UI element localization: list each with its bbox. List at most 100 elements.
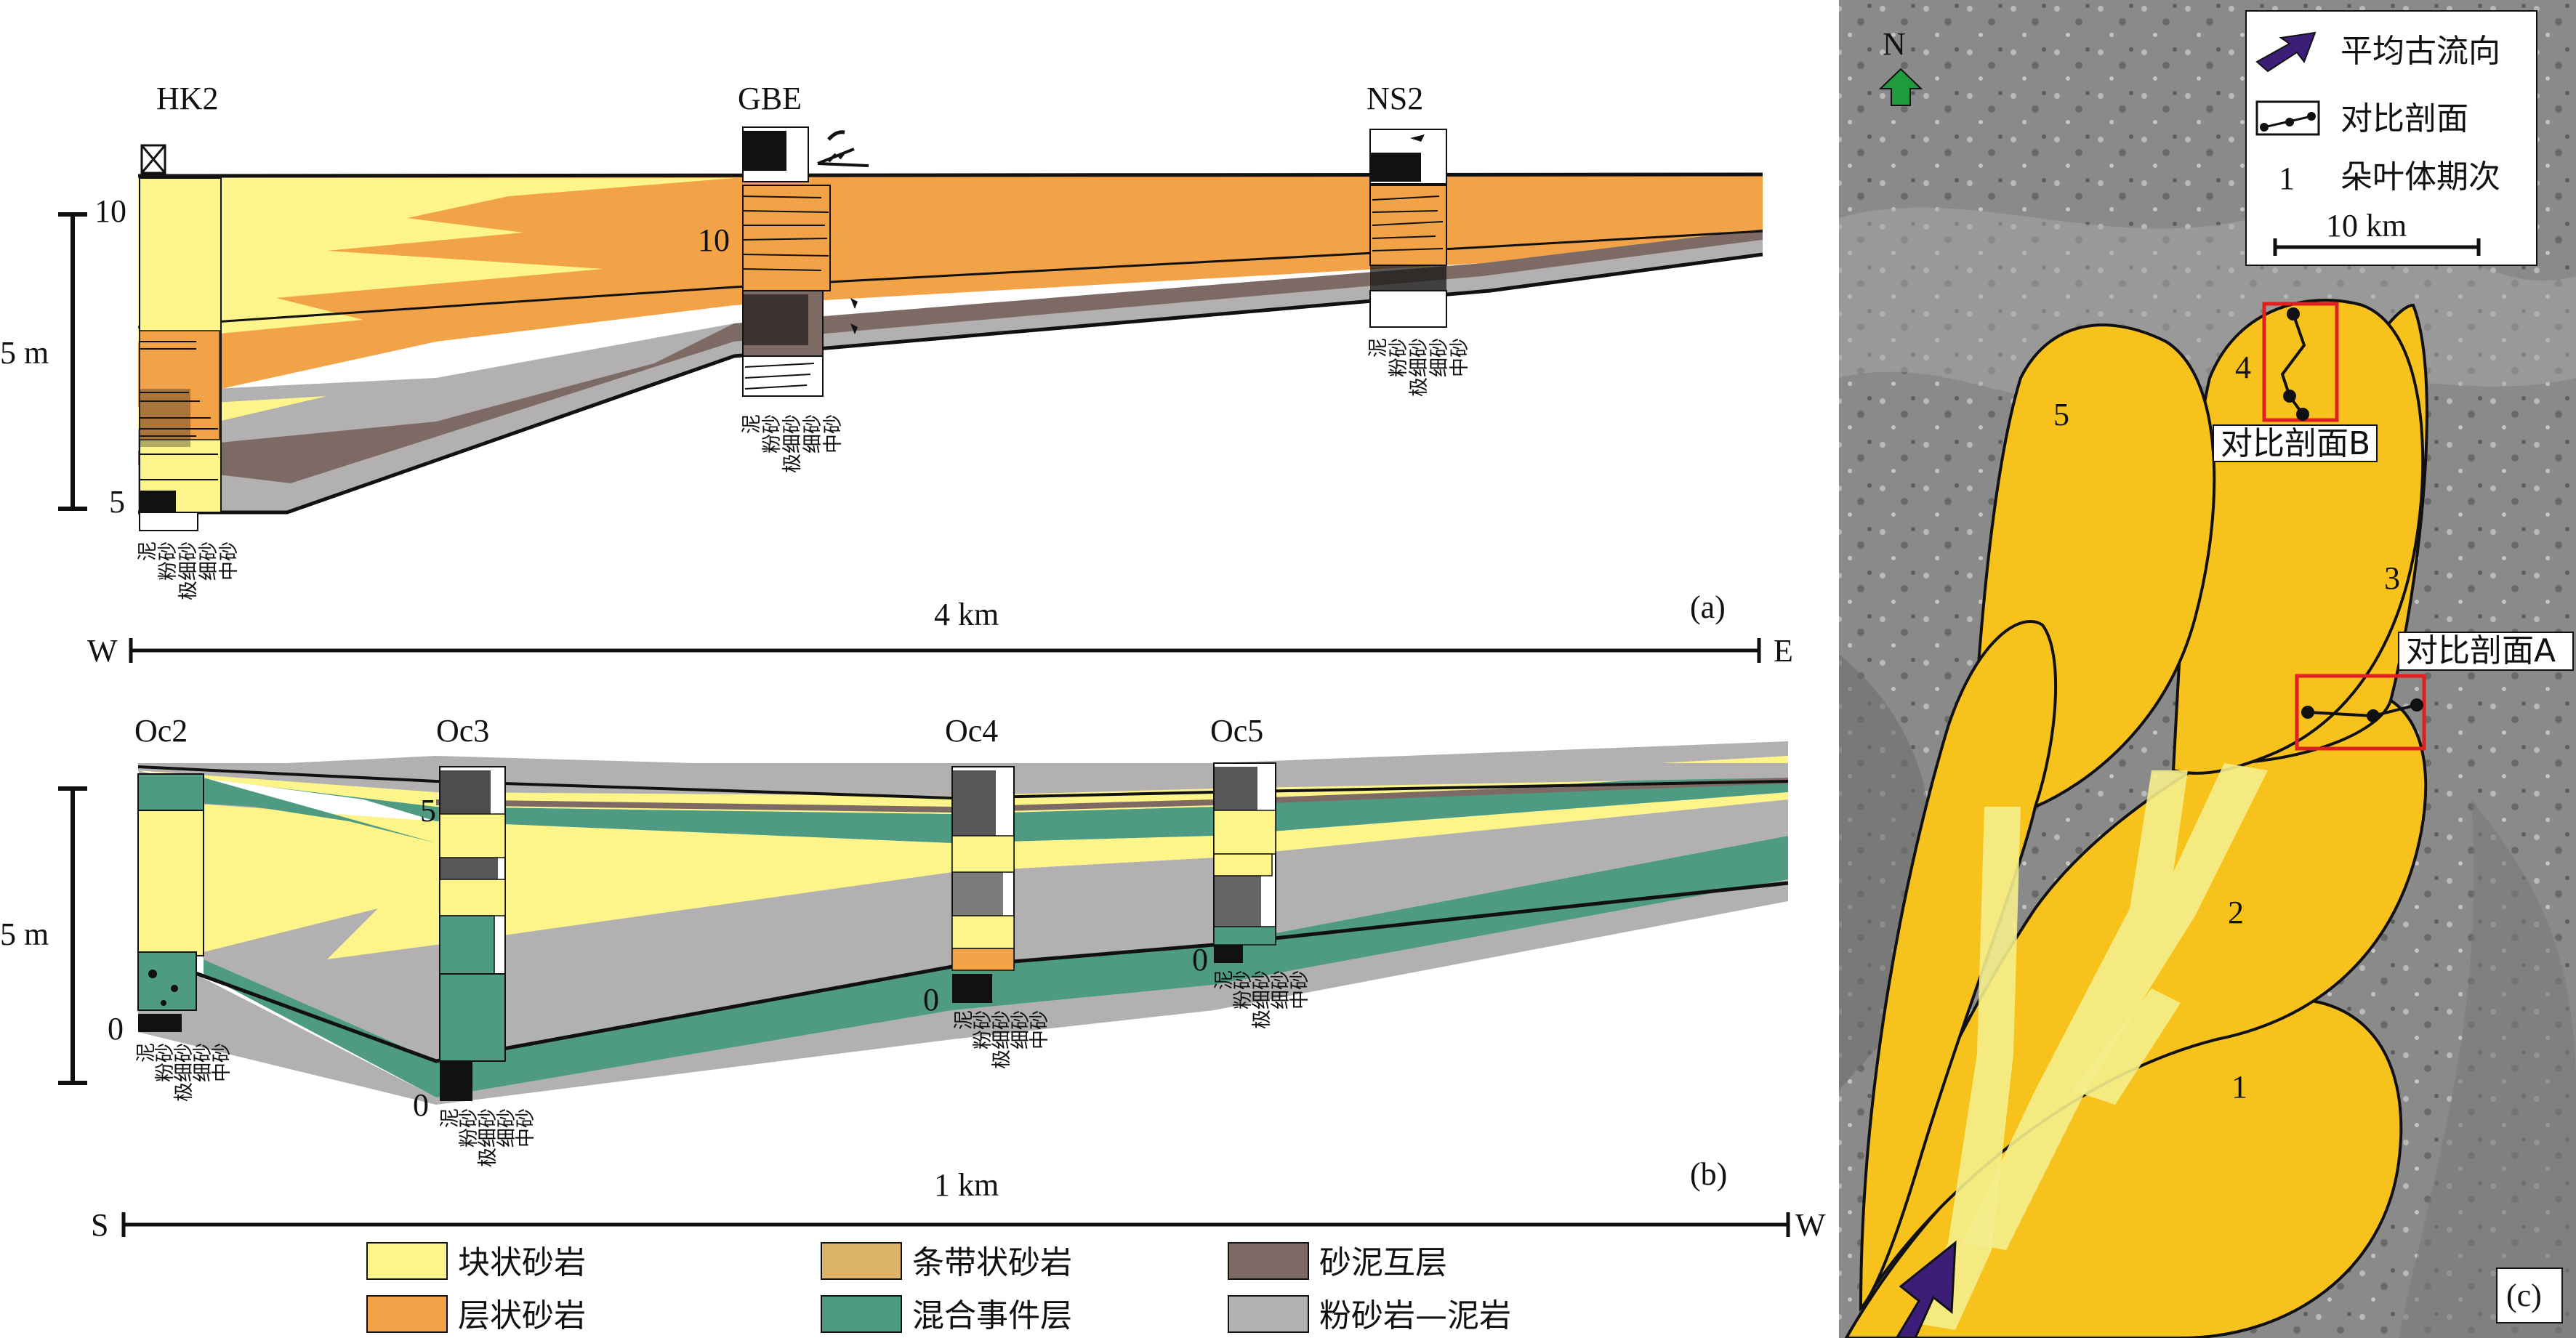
- depth-tick-a-10: 10: [94, 193, 126, 229]
- layer-a-silt-wedge: [138, 323, 734, 451]
- grain-vfine: 极细砂: [173, 1043, 195, 1102]
- legend-siltstone-mudstone: 粉砂岩—泥岩: [1228, 1295, 1511, 1334]
- well-log-ns2: [1369, 129, 1447, 328]
- well-name-hk2: HK2: [156, 81, 219, 116]
- layer-a-silt-base: [138, 240, 1763, 512]
- layer-b-mixed-oc2: [138, 778, 436, 843]
- well-name-oc2: Oc2: [134, 713, 188, 749]
- boundary-a-mid: [137, 230, 1763, 329]
- direction-w-b: W: [1795, 1207, 1826, 1243]
- lobe-label-1: 1: [2231, 1069, 2247, 1105]
- legend-label: 条带状砂岩: [912, 1244, 1072, 1281]
- grain-fine: 细砂: [802, 414, 824, 454]
- depth-tick-oc2-0: 0: [108, 1011, 124, 1047]
- feeder-channels: [1912, 763, 2268, 1330]
- grain-silt: 粉砂: [1388, 338, 1409, 377]
- grain-scale-oc4: 泥 粉砂 极细砂 细砂 中砂: [953, 1010, 1050, 1069]
- direction-s-b: S: [91, 1207, 108, 1243]
- panel-a-correlation-layers: [137, 172, 1763, 515]
- legend-massive-sandstone: 块状砂岩: [366, 1242, 586, 1281]
- grain-silt: 粉砂: [157, 541, 179, 581]
- grain-fine: 细砂: [1428, 338, 1450, 377]
- grain-mud: 泥: [1213, 970, 1235, 990]
- panel-a: 5 m 10 5 10 HK2 GBE NS2 泥 粉砂 极细砂 细砂 中砂 泥…: [0, 81, 1793, 669]
- section-a-label: 对比剖面A: [2406, 632, 2556, 669]
- grain-fine: 细砂: [192, 1043, 214, 1082]
- section-b-line: [2280, 313, 2306, 416]
- well-log-gbe: [742, 126, 869, 397]
- well-log-oc5: [1213, 762, 1276, 963]
- depth-tick-oc4-0: 0: [923, 982, 939, 1017]
- legend-label: 粉砂岩—泥岩: [1319, 1297, 1511, 1334]
- grain-mud: 泥: [135, 1043, 157, 1063]
- depth-tick-gbe-10: 10: [698, 222, 730, 258]
- layer-b-heterolithic-top: [436, 778, 1788, 813]
- grain-fine: 细砂: [1010, 1010, 1031, 1049]
- grain-mud: 泥: [137, 541, 158, 561]
- grain-medium: 中砂: [1029, 1010, 1050, 1049]
- legend-hybrid-event-bed: 混合事件层: [821, 1295, 1072, 1334]
- depth-tick-oc5-0: 0: [1192, 942, 1208, 978]
- vertical-scale-b: [58, 786, 87, 1085]
- north-arrow-icon: [1878, 68, 1923, 106]
- distance-label-a: 4 km: [934, 597, 999, 632]
- legend-heterolithic: 砂泥互层: [1228, 1242, 1447, 1281]
- grain-silt: 粉砂: [458, 1108, 480, 1148]
- grain-scale-oc2: 泥 粉砂 极细砂 细砂 中砂: [135, 1043, 233, 1102]
- well-name-gbe: GBE: [738, 81, 802, 116]
- grain-fine: 细砂: [496, 1108, 518, 1148]
- layer-a-massive-sandstone: [138, 178, 734, 342]
- legend-bedded-sandstone: 层状砂岩: [366, 1295, 586, 1334]
- channel-east: [1963, 763, 2268, 1250]
- section-a-box: [2295, 674, 2426, 751]
- well-log-oc4: [951, 766, 1015, 1003]
- well-log-hk2: [139, 144, 222, 531]
- well-log-oc3: [439, 766, 506, 1101]
- well-name-oc5: Oc5: [1210, 713, 1263, 749]
- legend-section-label: 对比剖面: [2340, 100, 2468, 137]
- grain-mud: 泥: [1367, 338, 1389, 358]
- grain-mud: 泥: [741, 414, 762, 434]
- layer-b-yellow-upper: [138, 756, 1788, 814]
- layer-a-bedded-sandstone: [138, 174, 1763, 407]
- panel-b: 5 m Oc2 Oc3 Oc4 Oc5 0 5 0 0 0 泥 粉砂 极细砂 细…: [0, 713, 1826, 1243]
- map-scale-label: 10 km: [2326, 208, 2407, 243]
- well-name-oc3: Oc3: [436, 713, 489, 749]
- grain-vfine: 极细砂: [991, 1010, 1013, 1069]
- legend-stage-key: 1: [2279, 161, 2295, 196]
- legend-label: 层状砂岩: [458, 1297, 586, 1334]
- legend-label: 块状砂岩: [458, 1244, 586, 1281]
- legend-banded-sandstone: 条带状砂岩: [821, 1242, 1072, 1281]
- layer-b-mixed-mid: [254, 770, 1788, 843]
- grain-medium: 中砂: [211, 1043, 233, 1082]
- boundary-a-top: [137, 172, 1763, 178]
- grain-vfine: 极细砂: [177, 541, 199, 600]
- distance-bar-a: [129, 638, 1761, 663]
- distance-bar-b: [121, 1212, 1790, 1237]
- grain-vfine: 极细砂: [781, 414, 803, 473]
- layer-b-yellow-mid: [138, 792, 1788, 959]
- grain-silt: 粉砂: [761, 414, 783, 454]
- panel-c-map: 对比剖面B 对比剖面A 1 2 3 4 5 N 平均古流向 对比剖面 1 朵叶体…: [1839, 0, 2576, 1338]
- depth-tick-a-5: 5: [109, 484, 125, 520]
- lobe-label-4: 4: [2235, 350, 2251, 385]
- grain-medium: 中砂: [1289, 970, 1311, 1009]
- grain-silt: 粉砂: [154, 1043, 176, 1082]
- legend: 块状砂岩 条带状砂岩 砂泥互层 层状砂岩 混合事件层 粉砂岩—泥岩: [366, 1242, 1511, 1334]
- grain-scale-gbe: 泥 粉砂 极细砂 细砂 中砂: [741, 414, 844, 473]
- grain-fine: 细砂: [1270, 970, 1292, 1009]
- well-log-oc2: [137, 773, 204, 1032]
- well-name-oc4: Oc4: [945, 713, 998, 749]
- lobe-label-2: 2: [2228, 895, 2244, 930]
- map-legend: 平均古流向 对比剖面 1 朵叶体期次 10 km: [2245, 10, 2537, 266]
- grain-scale-oc5: 泥 粉砂 极细砂 细砂 中砂: [1213, 970, 1311, 1029]
- panel-label-a: (a): [1690, 589, 1726, 625]
- distance-label-b: 1 km: [934, 1167, 999, 1203]
- panel-label-b: (b): [1690, 1156, 1727, 1192]
- legend-flow-label: 平均古流向: [2340, 33, 2500, 70]
- legend-label: 砂泥互层: [1319, 1244, 1447, 1281]
- grain-vfine: 极细砂: [1408, 338, 1430, 397]
- grain-silt: 粉砂: [1232, 970, 1254, 1009]
- panel-label-c: (c): [2506, 1278, 2542, 1313]
- legend-label: 混合事件层: [912, 1297, 1072, 1334]
